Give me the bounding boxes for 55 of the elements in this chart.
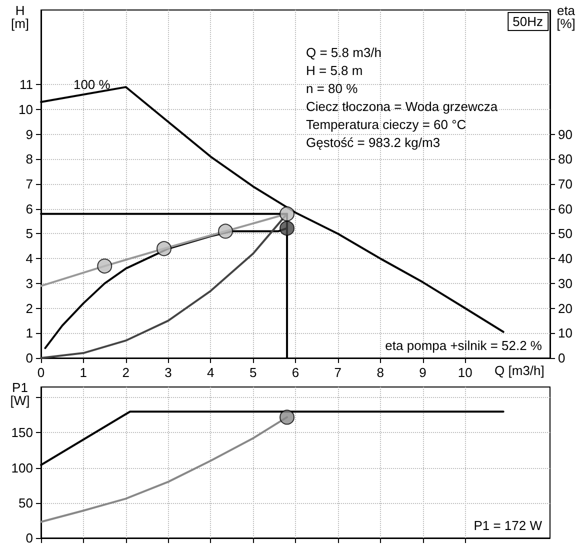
y2-tick-label: 80 xyxy=(558,152,572,167)
y-tick-label: 7 xyxy=(26,176,33,192)
x-tick-label: 3 xyxy=(164,365,172,380)
y-tick-label: 100 xyxy=(11,460,33,476)
point xyxy=(156,241,172,256)
y2-tick-label: 60 xyxy=(558,201,572,216)
x-tick-label: 0 xyxy=(37,365,45,380)
y2-tick-label: 40 xyxy=(558,251,572,266)
x-tick-label: 6 xyxy=(292,365,300,380)
y-tick-label: 11 xyxy=(20,77,33,92)
y-tick-label: 1 xyxy=(26,326,33,341)
y-tick-label: 8 xyxy=(26,152,33,167)
y-tick-label: 10 xyxy=(18,102,33,117)
x-tick-label: 7 xyxy=(334,365,342,380)
y-tick-label: 3 xyxy=(26,276,33,291)
chart-title: 50Hz xyxy=(512,14,544,29)
y2-tick-label: 20 xyxy=(558,300,572,316)
annotation: P1 = 172 W xyxy=(474,518,543,533)
y-tick-label: 5 xyxy=(26,226,33,242)
y-tick-label: 9 xyxy=(26,126,33,142)
x-tick-label: 1 xyxy=(80,365,88,380)
y-tick-label: 4 xyxy=(26,251,33,266)
annotation: H = 5.8 m xyxy=(306,63,363,78)
x-tick-label: 10 xyxy=(458,365,472,380)
point xyxy=(218,224,234,239)
y-tick-label: 6 xyxy=(26,201,33,216)
y2-tick-label: 90 xyxy=(558,126,572,142)
y2-tick-label: 50 xyxy=(558,226,572,242)
annotation: Ciecz tłoczona = Woda grzewcza xyxy=(306,99,498,114)
annotation: Gęstość = 983.2 kg/m3 xyxy=(306,135,440,150)
annotation: n = 80 % xyxy=(306,81,358,96)
annotation: Q = 5.8 m3/h xyxy=(306,45,382,60)
y-axis-title: P1 [W] xyxy=(10,380,30,408)
point xyxy=(97,258,112,274)
x-tick-label: 9 xyxy=(419,365,426,380)
x-tick-label: 5 xyxy=(249,365,257,380)
y-tick-label: 150 xyxy=(11,425,33,440)
x-tick-label: 2 xyxy=(122,365,130,380)
point xyxy=(280,206,295,222)
y-tick-label: 0 xyxy=(26,350,33,366)
y-tick-label: 2 xyxy=(26,300,33,316)
annotation: Temperatura cieczy = 60 °C xyxy=(306,117,466,132)
x-tick-label: 8 xyxy=(376,365,384,380)
x-axis-title: Q [m3/h] xyxy=(494,363,544,378)
y2-tick-label: 10 xyxy=(558,326,572,341)
annotation: eta pompa +silnik = 52.2 % xyxy=(385,338,542,353)
y-tick-label: 0 xyxy=(26,530,33,546)
y2-tick-label: 30 xyxy=(558,276,572,291)
y2-tick-label: 70 xyxy=(558,176,572,192)
x-tick-label: 4 xyxy=(207,365,214,380)
annotation: 100 % xyxy=(73,77,111,92)
y2-tick-label: 0 xyxy=(558,350,566,366)
y-tick-label: 50 xyxy=(18,495,33,510)
y-axis-title: H [m] xyxy=(10,3,30,31)
y2-axis-title: eta [%] xyxy=(556,3,576,31)
